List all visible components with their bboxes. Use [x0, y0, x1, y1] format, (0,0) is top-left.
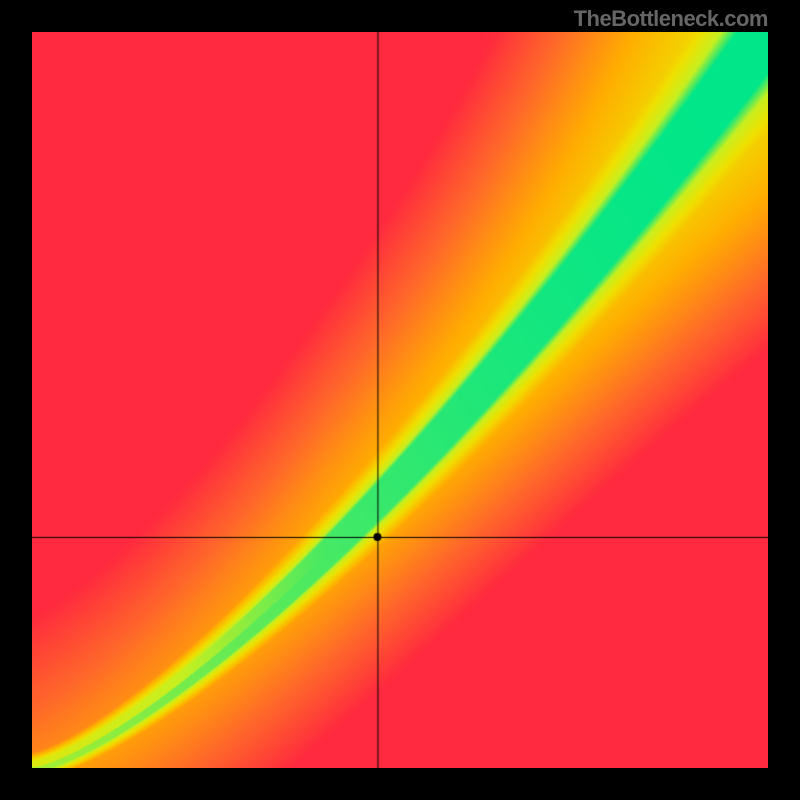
watermark: TheBottleneck.com — [574, 6, 768, 32]
heatmap-canvas — [32, 32, 768, 768]
bottleneck-heatmap — [32, 32, 768, 768]
chart-container: TheBottleneck.com — [0, 0, 800, 800]
